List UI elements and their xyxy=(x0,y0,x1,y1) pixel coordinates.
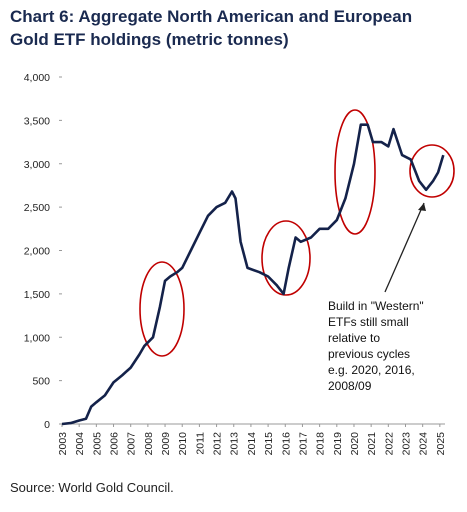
annotation: Build in "Western" xyxy=(328,299,424,313)
y-tick-label: 0 xyxy=(44,419,50,431)
x-tick-label: 2023 xyxy=(400,432,412,456)
x-tick-label: 2015 xyxy=(263,432,275,456)
x-tick-label: 2012 xyxy=(212,432,224,456)
x-tick-label: 2024 xyxy=(418,432,430,456)
y-tick-label: 3,500 xyxy=(24,115,50,127)
x-tick-label: 2022 xyxy=(383,432,395,456)
x-tick-label: 2010 xyxy=(177,432,189,456)
x-tick-label: 2008 xyxy=(143,432,155,456)
chart-title: Gold ETF holdings (metric tonnes) xyxy=(10,30,289,49)
x-tick-label: 2011 xyxy=(194,432,206,455)
x-tick-label: 2018 xyxy=(315,432,327,456)
highlight-ellipse xyxy=(409,144,455,198)
x-tick-label: 2014 xyxy=(246,432,258,456)
chart-title: Chart 6: Aggregate North American and Eu… xyxy=(10,7,412,26)
y-tick-label: 1,000 xyxy=(24,332,50,344)
x-tick-label: 2009 xyxy=(160,432,172,456)
x-tick-label: 2020 xyxy=(349,432,361,456)
annotation: 2008/09 xyxy=(328,379,372,393)
annotation: e.g. 2020, 2016, xyxy=(328,363,415,377)
x-tick-label: 2021 xyxy=(366,432,378,456)
annotation: relative to xyxy=(328,331,380,345)
y-tick-label: 4,000 xyxy=(24,72,50,84)
x-tick-label: 2003 xyxy=(57,432,69,456)
x-tick-label: 2005 xyxy=(91,432,103,456)
highlight-ellipse xyxy=(334,109,376,235)
y-tick-label: 1,500 xyxy=(24,289,50,301)
arrow-head xyxy=(418,203,426,211)
x-tick-label: 2013 xyxy=(229,432,241,456)
x-tick-label: 2016 xyxy=(280,432,292,456)
x-tick-label: 2017 xyxy=(297,432,309,456)
x-tick-label: 2006 xyxy=(109,432,121,456)
y-tick-label: 2,000 xyxy=(24,246,50,258)
source: Source: World Gold Council. xyxy=(10,480,174,495)
annotation: ETFs still small xyxy=(328,315,409,329)
highlight-ellipse xyxy=(261,220,311,296)
x-tick-label: 2007 xyxy=(126,432,138,456)
y-tick-label: 3,000 xyxy=(24,159,50,171)
annotation: previous cycles xyxy=(328,347,410,361)
x-tick-label: 2019 xyxy=(332,432,344,456)
y-tick-label: 2,500 xyxy=(24,202,50,214)
arrow xyxy=(384,202,425,293)
line xyxy=(61,123,445,426)
x-tick-label: 2025 xyxy=(435,432,447,456)
highlight-ellipse xyxy=(139,261,185,357)
x-tick-label: 2004 xyxy=(74,432,86,456)
y-tick-label: 500 xyxy=(32,376,50,388)
